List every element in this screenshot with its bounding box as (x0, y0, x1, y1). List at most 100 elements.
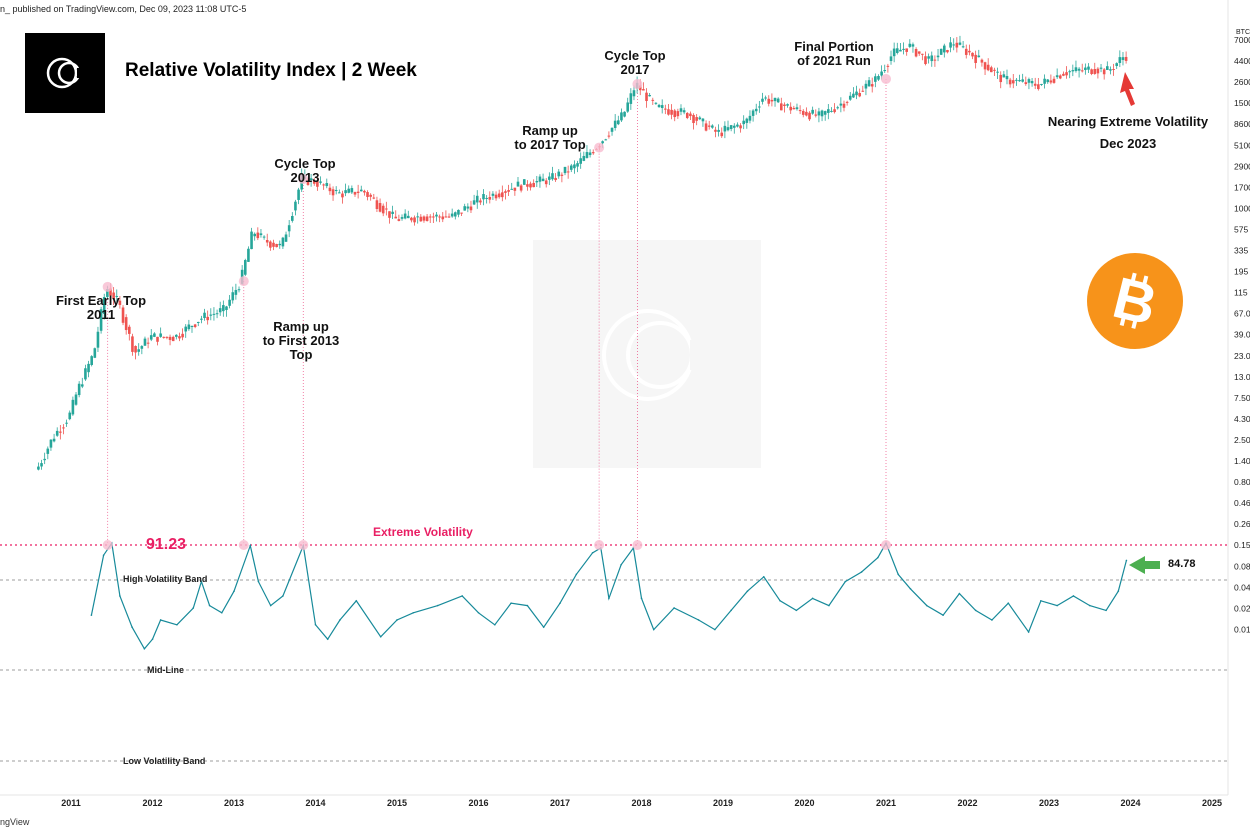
annotation-line: Ramp up (273, 319, 329, 334)
x-tick-label: 2020 (794, 798, 814, 808)
candle-body (1043, 78, 1046, 84)
candle-body (582, 155, 586, 161)
rvi-point (991, 619, 993, 621)
x-tick-label: 2024 (1120, 798, 1140, 808)
candle-body (795, 107, 799, 110)
candle-body (968, 50, 971, 53)
candle-body (930, 55, 934, 62)
candle-body (231, 292, 235, 301)
candle-body (1106, 66, 1109, 70)
candle-body (106, 288, 109, 297)
rvi-point (208, 604, 211, 607)
rvi-point (1056, 604, 1058, 607)
candle-body (817, 111, 821, 116)
rvi-point (591, 551, 594, 554)
candle-body (535, 181, 539, 183)
candle-body (99, 309, 103, 331)
candle-body (801, 110, 805, 115)
candle-body (908, 43, 912, 47)
candle-body (247, 248, 250, 262)
candle-body (406, 215, 410, 219)
rvi-point (257, 580, 260, 583)
rvi-point (620, 563, 622, 566)
candle-body (322, 184, 325, 186)
rvi-point (396, 619, 398, 621)
symbol-label: BTC (1236, 29, 1250, 36)
candle-body (1074, 67, 1078, 72)
rvi-point (730, 609, 732, 612)
rvi-point (1040, 599, 1042, 602)
rvi-point (958, 592, 961, 595)
candle-body (667, 109, 670, 115)
rvi-line (90, 541, 1127, 650)
candle-body (620, 112, 623, 121)
y-tick-label: 15000 (1234, 98, 1250, 108)
candle-body (551, 173, 554, 180)
rvi-point (102, 554, 105, 556)
price-event-marker (632, 79, 643, 90)
extreme-value-label: 91.23 (146, 536, 187, 553)
candle-body (121, 307, 125, 323)
candle-body (1102, 69, 1106, 75)
candle-body (591, 152, 595, 154)
rvi-point (339, 619, 341, 621)
candle-body (278, 243, 282, 246)
candle-body (162, 336, 166, 338)
rvi-point (779, 599, 781, 602)
rvi-point (314, 623, 317, 626)
rvi-point (90, 614, 93, 616)
x-tick-label: 2017 (550, 798, 570, 808)
candle-body (902, 48, 905, 50)
candle-body (761, 98, 764, 102)
y-tick-label: 115 (1234, 288, 1248, 298)
annotation-line: Cycle Top (604, 48, 666, 63)
candle-body (501, 192, 504, 198)
candle-body (845, 101, 849, 103)
candle-body (287, 225, 291, 232)
rvi-point (640, 597, 643, 600)
y-tick-label: 26000 (1234, 77, 1250, 87)
candle-body (742, 120, 745, 125)
candle-body (601, 141, 604, 144)
candle-body (165, 336, 169, 338)
candle-body (689, 113, 692, 117)
candle-body (1084, 67, 1087, 71)
annotation-line: to First 2013 (262, 333, 340, 348)
candle-body (883, 70, 887, 72)
annotation-line: 2013 (290, 170, 320, 185)
candle-body (739, 125, 742, 129)
rvi-point (119, 595, 121, 597)
candle-body (428, 216, 432, 218)
candle-body (218, 308, 222, 313)
candle-body (886, 65, 890, 67)
high-band-label: High Volatility Band (123, 574, 208, 584)
candle-body (422, 216, 426, 221)
candle-body (237, 289, 241, 291)
x-tick-label: 2022 (957, 798, 977, 808)
rvi-point (176, 623, 178, 626)
rvi-point (844, 580, 847, 583)
candle-body (334, 189, 338, 191)
candle-body (541, 178, 545, 182)
candle-body (544, 180, 548, 185)
candle-body (497, 193, 501, 198)
candle-body (899, 49, 902, 52)
candle-body (827, 109, 830, 113)
candle-body (1077, 68, 1081, 71)
low-band-label: Low Volatility Band (123, 756, 206, 766)
candle-body (1068, 71, 1071, 73)
candle-body (178, 336, 181, 339)
candle-body (980, 59, 984, 63)
annotation-line: of 2021 Run (797, 53, 871, 68)
candle-body (1046, 79, 1050, 83)
price-event-marker (298, 174, 309, 185)
candle-body (344, 190, 347, 194)
candle-body (833, 109, 836, 113)
candle-body (253, 233, 256, 237)
rvi-point (762, 575, 765, 578)
candle-body (745, 118, 749, 123)
candle-body (65, 422, 68, 424)
candle-body (783, 104, 786, 107)
candle-body (889, 56, 893, 62)
candle-body (905, 48, 908, 52)
